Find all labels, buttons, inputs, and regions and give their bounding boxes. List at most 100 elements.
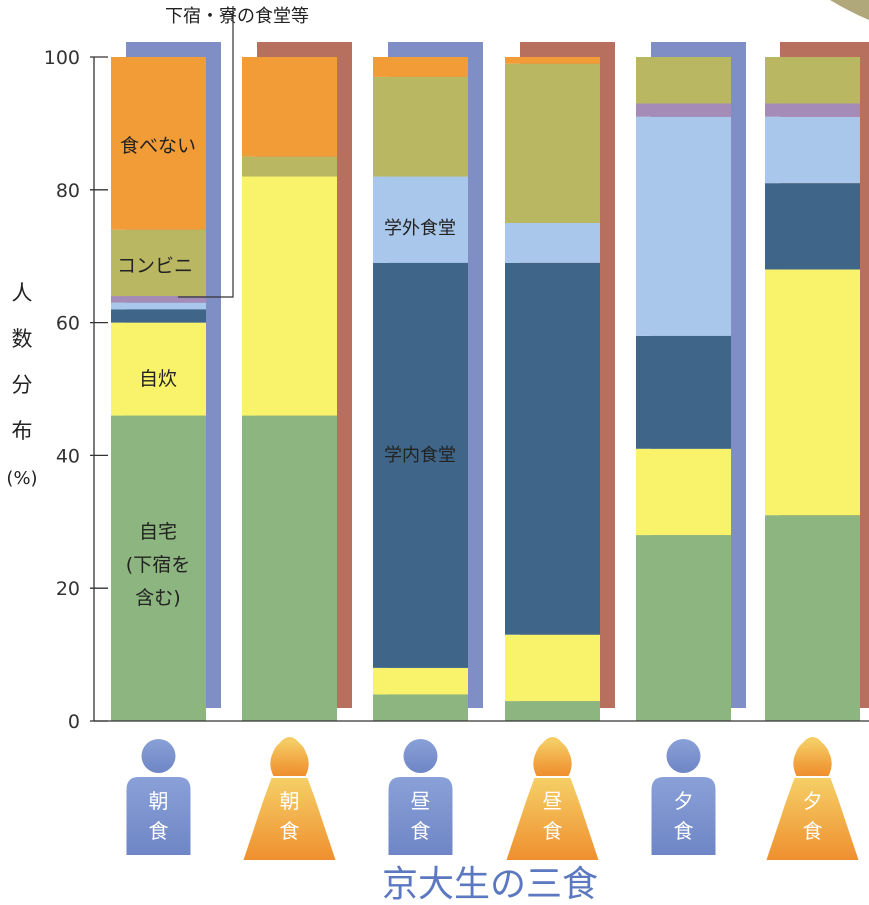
annotation-dorm: 下宿・寮の食堂等 (165, 6, 309, 27)
y-label-char: 布 (12, 419, 33, 443)
annotation-home-line1: 自宅 (139, 521, 177, 543)
category-label-char: 昼 (411, 789, 431, 813)
figure-face (272, 740, 307, 774)
bar-stack (505, 57, 600, 721)
figure-face (795, 740, 830, 774)
category-label-char: 朝 (280, 789, 300, 813)
figure-body (388, 777, 453, 855)
figure-body (243, 778, 336, 860)
bar-segment (636, 448, 731, 536)
male-figure-icon: 朝食 (126, 739, 191, 855)
y-tick-label: 100 (44, 47, 80, 69)
bar-segment (636, 57, 731, 104)
bar-segment (505, 57, 600, 64)
y-tick-label: 0 (68, 711, 80, 733)
bar-segment (242, 176, 337, 416)
bar-segment (111, 415, 206, 721)
category-label-char: 朝 (149, 789, 169, 813)
y-tick-label: 80 (56, 180, 80, 202)
y-label-char: 分 (12, 373, 33, 397)
figure-body (506, 778, 599, 860)
bar-segment (765, 57, 860, 104)
corner-decoration (830, 0, 869, 20)
y-tick-label: 20 (56, 578, 80, 600)
bar-segment (373, 694, 468, 721)
female-figure-icon: 朝食 (243, 737, 336, 860)
bar-segment (505, 634, 600, 702)
figure-face (535, 740, 570, 774)
figure-head (141, 739, 176, 773)
dorm-callout-line (178, 6, 234, 298)
bar-segment (111, 57, 206, 230)
bar-segment (373, 57, 468, 77)
category-label-char: 食 (674, 819, 694, 843)
female-figure-icon: 夕食 (766, 737, 859, 860)
bar-segment (373, 76, 468, 177)
bar-segment (505, 223, 600, 263)
annotation-self-cook: 自炊 (139, 368, 177, 390)
bar-segment (765, 103, 860, 117)
category-label-char: 夕 (803, 789, 823, 813)
male-figure-icon: 昼食 (388, 739, 453, 855)
y-label-unit: (%) (6, 468, 37, 489)
bar-segment (111, 296, 206, 303)
figure-body (651, 777, 716, 855)
bar-segment (636, 535, 731, 721)
stacked-bars (111, 57, 860, 721)
male-figure-icon: 夕食 (651, 739, 716, 855)
figure-body (126, 777, 191, 855)
bar-segment (373, 262, 468, 668)
bar-segment (242, 415, 337, 721)
bar-back-shadows (126, 42, 869, 708)
bar-segment (636, 116, 731, 336)
bar-segment (765, 515, 860, 721)
y-label-char: 人 (12, 281, 33, 305)
bar-segment (242, 57, 337, 157)
y-label-char: 数 (12, 327, 33, 351)
bar-segment (505, 701, 600, 721)
annotation-campus-cafeteria: 学内食堂 (384, 445, 456, 466)
bar-segment (505, 63, 600, 223)
bar-segment (765, 116, 860, 184)
bar-segment (636, 103, 731, 117)
category-label-char: 昼 (543, 789, 563, 813)
annotation-home-line2: (下宿を (126, 554, 190, 576)
bar-segment (111, 309, 206, 323)
bar-segment (765, 269, 860, 516)
y-tick-label: 40 (56, 445, 80, 467)
category-label-char: 食 (149, 819, 169, 843)
annotation-outside-cafeteria: 学外食堂 (384, 218, 456, 239)
figure-body (766, 778, 859, 860)
bar-segment (111, 322, 206, 416)
category-label-char: 夕 (674, 789, 694, 813)
bar-stack (373, 57, 468, 721)
annotation-home-line3: 含む) (135, 587, 180, 609)
bar-stack (636, 57, 731, 721)
annotation-eat-none: 食べない (120, 135, 196, 157)
annotation-convenience: コンビニ (117, 255, 193, 277)
bar-segment (373, 667, 468, 695)
figure-head (666, 739, 701, 773)
bar-segment (636, 335, 731, 449)
bar-segment (111, 302, 206, 310)
bar-stack (111, 57, 206, 721)
chart-title: 京大生の三食 (382, 864, 598, 905)
figure-head (403, 739, 438, 773)
bar-segment (373, 176, 468, 263)
bar-segment (242, 156, 337, 177)
bar-segment (765, 183, 860, 270)
category-label-char: 食 (543, 819, 563, 843)
category-label-char: 食 (280, 819, 300, 843)
category-label-char: 食 (411, 819, 431, 843)
category-label-char: 食 (803, 819, 823, 843)
female-figure-icon: 昼食 (506, 737, 599, 860)
y-tick-label: 60 (56, 313, 80, 335)
bar-stack (765, 57, 860, 721)
bar-stack (242, 57, 337, 721)
bar-segment (505, 262, 600, 635)
y-axis: 0 20 40 60 80 100 (44, 47, 869, 733)
bar-segment (111, 229, 206, 297)
